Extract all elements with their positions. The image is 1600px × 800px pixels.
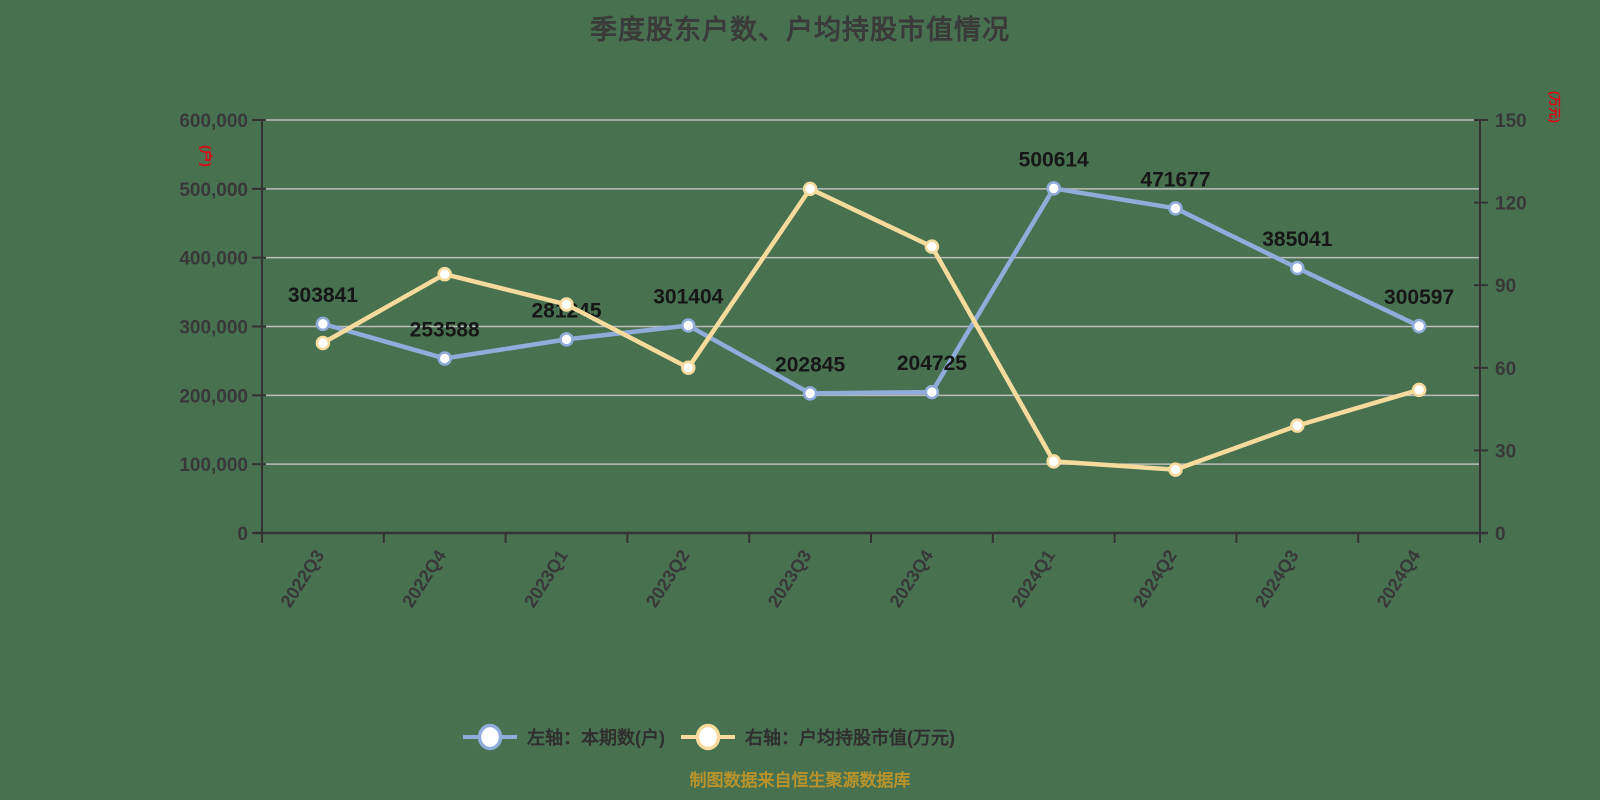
data-point: [802, 181, 818, 197]
legend-label-market-value: 右轴：户均持股市值(万元): [745, 728, 955, 748]
data-point: [1290, 260, 1305, 276]
data-point: [315, 335, 331, 351]
data-point: [437, 351, 452, 366]
data-point: [1290, 418, 1305, 433]
data-point: [1168, 462, 1183, 477]
data-point-label: 471677: [1140, 168, 1210, 191]
data-point-label: 204725: [897, 352, 967, 375]
right-axis-tick-label: 150: [1495, 111, 1527, 132]
data-point: [559, 332, 574, 347]
x-axis-label: 2024Q3: [1251, 546, 1303, 611]
legend-marker-circle: [695, 723, 721, 751]
legend: 左轴：本期数(户) 右轴：户均持股市值(万元): [0, 712, 1508, 762]
left-axis-tick-label: 400,000: [179, 249, 248, 270]
data-point: [559, 297, 574, 312]
legend-item-shareholders[interactable]: 左轴：本期数(户): [461, 722, 665, 752]
left-axis-tick-label: 100,000: [179, 455, 248, 476]
left-axis-tick-label: 200,000: [179, 386, 248, 407]
legend-item-market-value[interactable]: 右轴：户均持股市值(万元): [679, 722, 955, 752]
left-axis-tick-label: 0: [237, 524, 248, 545]
x-axis-label: 2023Q2: [642, 546, 694, 611]
left-axis-tick-label: 600,000: [179, 111, 248, 132]
x-axis-label: 2024Q2: [1129, 546, 1181, 611]
x-axis-label: 2023Q1: [520, 546, 572, 611]
data-point: [437, 266, 452, 282]
data-point: [681, 360, 696, 376]
x-axis-label: 2023Q3: [764, 546, 816, 611]
data-point: [924, 239, 940, 254]
source-note: 制图数据来自恒生聚源数据库: [689, 771, 911, 790]
data-point-label: 385041: [1262, 228, 1332, 251]
series-line-market-value: [320, 186, 1422, 472]
data-point: [802, 386, 818, 401]
x-axis-label: 2023Q4: [886, 546, 938, 611]
data-point: [315, 316, 331, 332]
x-axis-label: 2022Q3: [277, 546, 329, 611]
left-axis-tick-label: 500,000: [179, 180, 248, 201]
right-axis-tick-label: 0: [1495, 524, 1506, 545]
data-point-label: 253588: [410, 318, 480, 341]
data-point: [1168, 201, 1183, 216]
series-line-shareholders: [320, 186, 1422, 396]
data-point: [1046, 454, 1061, 469]
x-axis-label: 2024Q1: [1007, 546, 1059, 611]
legend-marker-circle: [477, 723, 503, 751]
right-axis-tick-label: 30: [1495, 441, 1516, 462]
data-point-label: 202845: [775, 353, 845, 376]
data-point-label: 303841: [288, 284, 358, 307]
data-point: [681, 318, 696, 333]
data-point: [1411, 318, 1427, 334]
data-point-label: 300597: [1384, 286, 1454, 309]
right-axis-tick-label: 90: [1495, 276, 1516, 297]
data-point: [1046, 181, 1061, 196]
x-axis-label: 2022Q4: [398, 546, 450, 611]
chart-title: 季度股东户数、户均持股市值情况: [590, 15, 1010, 45]
right-axis-tick-label: 60: [1495, 359, 1516, 380]
data-point-label: 301404: [653, 286, 723, 309]
line-marker-icon: [463, 723, 517, 751]
line-marker-icon: [681, 723, 735, 751]
data-point: [1411, 382, 1427, 398]
legend-label-shareholders: 左轴：本期数(户): [527, 728, 665, 748]
right-axis-tick-label: 120: [1495, 194, 1527, 215]
data-point: [924, 384, 940, 400]
x-axis-label: 2024Q4: [1373, 546, 1425, 611]
left-axis-tick-label: 300,000: [179, 318, 248, 339]
data-point-label: 500614: [1019, 148, 1089, 171]
